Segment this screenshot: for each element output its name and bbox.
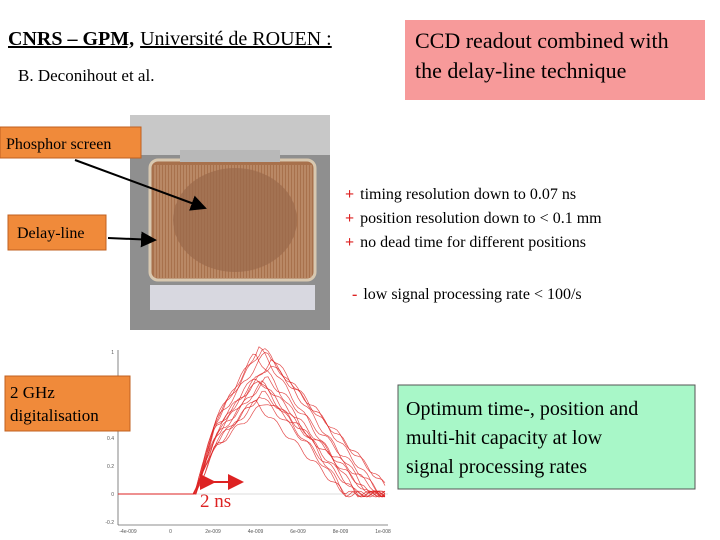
advantages: + timing resolution down to 0.07 ns + posi… xyxy=(345,186,602,303)
waveform xyxy=(118,399,386,498)
waveform xyxy=(118,352,386,495)
y-tick-label: 0.4 xyxy=(107,436,114,442)
x-tick-label: 1e-008 xyxy=(375,529,391,535)
bullet-sign: - xyxy=(352,286,357,303)
label-box xyxy=(4,375,131,432)
bullet-text: position resolution down to < 0.1 mm xyxy=(360,210,602,227)
label-box xyxy=(0,126,142,159)
title: CNRS – GPM, Université de ROUEN : xyxy=(8,28,332,50)
y-tick-label: 0 xyxy=(111,492,114,498)
label: digitalisation xyxy=(10,406,99,425)
bullet: + timing resolution down to 0.07 ns xyxy=(345,186,576,203)
waveform xyxy=(118,353,386,498)
bullet-sign: + xyxy=(345,234,354,251)
conclusion-line: signal processing rates xyxy=(406,456,587,478)
waveform xyxy=(118,396,386,498)
y-tick-label: -0.2 xyxy=(105,520,114,526)
label: 2 GHz xyxy=(10,383,55,402)
bullet: + no dead time for different positions xyxy=(345,234,586,251)
bullet-text: low signal processing rate < 100/s xyxy=(363,286,581,303)
bullet: - low signal processing rate < 100/s xyxy=(352,286,582,303)
conclusion-line: multi-hit capacity at low xyxy=(406,427,603,449)
label: Phosphor screen xyxy=(6,136,111,153)
label-box xyxy=(7,214,107,251)
x-tick-label: 2e-009 xyxy=(205,529,221,535)
title-rest: Université de ROUEN : xyxy=(140,28,332,50)
topic-box xyxy=(405,20,705,100)
x-tick-label: 6e-009 xyxy=(290,529,306,535)
x-tick-label: 4e-009 xyxy=(248,529,264,535)
detector-photo xyxy=(130,115,330,330)
y-tick-label: 1 xyxy=(111,350,114,356)
waveform xyxy=(118,376,386,498)
topic-line: the delay-line technique xyxy=(415,58,626,83)
x-tick-label: 0 xyxy=(169,529,172,535)
topic-line: CCD readout combined with xyxy=(415,28,669,53)
waveform xyxy=(118,348,386,498)
conclusion-line: Optimum time-, position and xyxy=(406,398,638,420)
waveform xyxy=(118,380,386,498)
bullet-sign: + xyxy=(345,186,354,203)
bullet-sign: + xyxy=(345,210,354,227)
x-tick-label: 8e-009 xyxy=(333,529,349,535)
scale-label: 2 ns xyxy=(200,491,231,512)
y-tick-label: 0.2 xyxy=(107,464,114,470)
authors: B. Deconihout et al. xyxy=(18,66,154,85)
waveform xyxy=(118,404,386,495)
label: Delay-line xyxy=(17,225,85,242)
bullet: + position resolution down to < 0.1 mm xyxy=(345,210,602,227)
bullet-text: timing resolution down to 0.07 ns xyxy=(360,186,576,203)
arrow xyxy=(74,159,207,211)
waveform xyxy=(118,365,386,495)
waveform xyxy=(118,378,386,498)
x-tick-label: -4e-009 xyxy=(119,529,136,535)
arrow xyxy=(107,231,157,248)
waveform xyxy=(118,359,386,495)
bullet-text: no dead time for different positions xyxy=(360,234,586,251)
title-bold: CNRS – GPM, xyxy=(8,28,134,50)
waveform xyxy=(118,390,386,498)
conclusion-box xyxy=(397,384,696,490)
